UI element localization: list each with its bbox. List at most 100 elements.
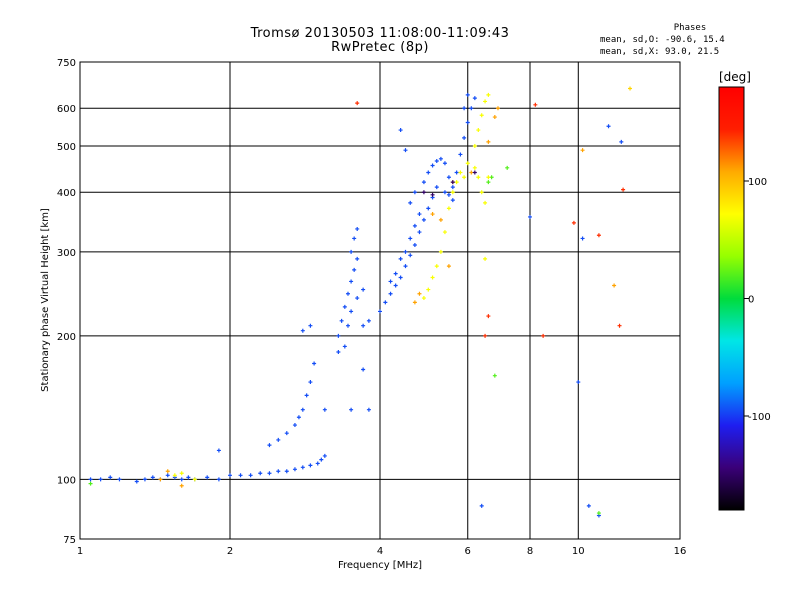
- data-point: [426, 206, 431, 211]
- data-point: [393, 271, 398, 276]
- data-point: [486, 314, 491, 319]
- data-point: [486, 175, 491, 180]
- data-point: [179, 483, 184, 488]
- data-point: [403, 148, 408, 153]
- data-point: [134, 479, 139, 484]
- data-point: [315, 461, 320, 466]
- data-point: [450, 198, 455, 203]
- data-point: [296, 415, 301, 420]
- x-tick-label: 4: [377, 546, 383, 557]
- data-point: [398, 275, 403, 280]
- chart-title: Tromsø 20130503 11:08:00-11:09:43: [250, 26, 510, 41]
- x-tick-label: 8: [527, 546, 533, 557]
- data-point: [312, 361, 317, 366]
- data-point: [349, 249, 354, 254]
- data-point: [446, 192, 451, 197]
- data-point: [462, 106, 467, 111]
- data-point: [322, 407, 327, 412]
- chart-subtitle: RwPretec (8p): [331, 40, 429, 55]
- data-point: [450, 185, 455, 190]
- data-point: [355, 101, 360, 106]
- data-point: [378, 309, 382, 314]
- data-point: [408, 200, 413, 205]
- y-tick-label: 100: [57, 475, 76, 486]
- data-point: [505, 165, 510, 170]
- data-point: [476, 175, 481, 180]
- data-point: [628, 86, 633, 91]
- colorbar-ticks: 100 0 -100: [744, 177, 771, 423]
- data-point: [446, 264, 451, 269]
- data-point: [276, 437, 281, 442]
- data-point: [483, 256, 488, 261]
- data-point: [479, 190, 484, 195]
- data-point: [495, 106, 500, 111]
- data-point: [458, 152, 463, 157]
- data-point: [165, 469, 170, 474]
- data-point: [486, 180, 491, 185]
- data-point: [434, 185, 439, 190]
- data-point: [426, 170, 431, 175]
- x-tick-label: 1: [77, 546, 83, 557]
- data-point: [483, 99, 488, 104]
- data-point: [596, 511, 601, 516]
- data-point: [465, 92, 470, 97]
- data-point: [366, 407, 371, 412]
- data-point: [479, 113, 484, 118]
- y-tick-label: 75: [63, 535, 76, 546]
- data-point: [345, 291, 350, 296]
- data-point: [383, 300, 388, 305]
- data-point: [300, 328, 305, 333]
- data-point: [438, 217, 443, 222]
- data-point: [267, 443, 272, 448]
- data-point: [412, 300, 417, 305]
- data-point: [469, 106, 474, 111]
- data-point: [393, 283, 398, 288]
- data-point: [352, 267, 357, 272]
- data-point: [342, 304, 347, 309]
- data-point: [408, 236, 413, 241]
- data-point: [150, 475, 155, 480]
- colorbar: [deg] 100 0 -100: [718, 70, 771, 511]
- data-point: [528, 214, 532, 219]
- y-tick-label: 200: [57, 332, 76, 343]
- data-points: [88, 86, 633, 518]
- data-point: [430, 163, 435, 168]
- data-point: [216, 477, 221, 482]
- data-point: [216, 448, 221, 453]
- data-point: [421, 296, 426, 301]
- data-point: [472, 96, 477, 101]
- data-point: [541, 333, 546, 338]
- data-point: [450, 190, 455, 195]
- y-tick-label: 500: [57, 142, 76, 153]
- data-point: [454, 180, 459, 185]
- data-point: [606, 124, 611, 129]
- data-point: [284, 469, 289, 474]
- data-point: [492, 373, 497, 378]
- y-axis-ticks: 75 100 200 300 400 500 600 750: [57, 58, 76, 546]
- data-point: [258, 471, 263, 476]
- data-point: [403, 249, 408, 254]
- data-point: [442, 190, 447, 195]
- data-point: [571, 220, 576, 225]
- data-point: [308, 463, 313, 468]
- data-point: [472, 143, 477, 148]
- data-point: [442, 161, 447, 166]
- data-point: [434, 264, 439, 269]
- x-axis-ticks: 1 2 4 6 8 10 16: [77, 546, 687, 557]
- data-point: [430, 192, 435, 197]
- y-tick-label: 750: [57, 58, 76, 69]
- x-tick-label: 16: [674, 546, 687, 557]
- data-point: [619, 139, 624, 144]
- data-point: [417, 291, 422, 296]
- data-point: [238, 473, 243, 478]
- data-point: [308, 380, 313, 385]
- phase-stats-box: Phases mean, sd,O: -90.6, 15.4 mean, sd,…: [600, 22, 750, 58]
- data-point: [476, 128, 481, 133]
- data-point: [483, 333, 488, 338]
- data-point: [479, 503, 484, 508]
- data-point: [117, 477, 122, 482]
- data-point: [586, 503, 591, 508]
- data-point: [88, 477, 93, 482]
- data-point: [430, 212, 435, 217]
- data-point: [442, 230, 447, 235]
